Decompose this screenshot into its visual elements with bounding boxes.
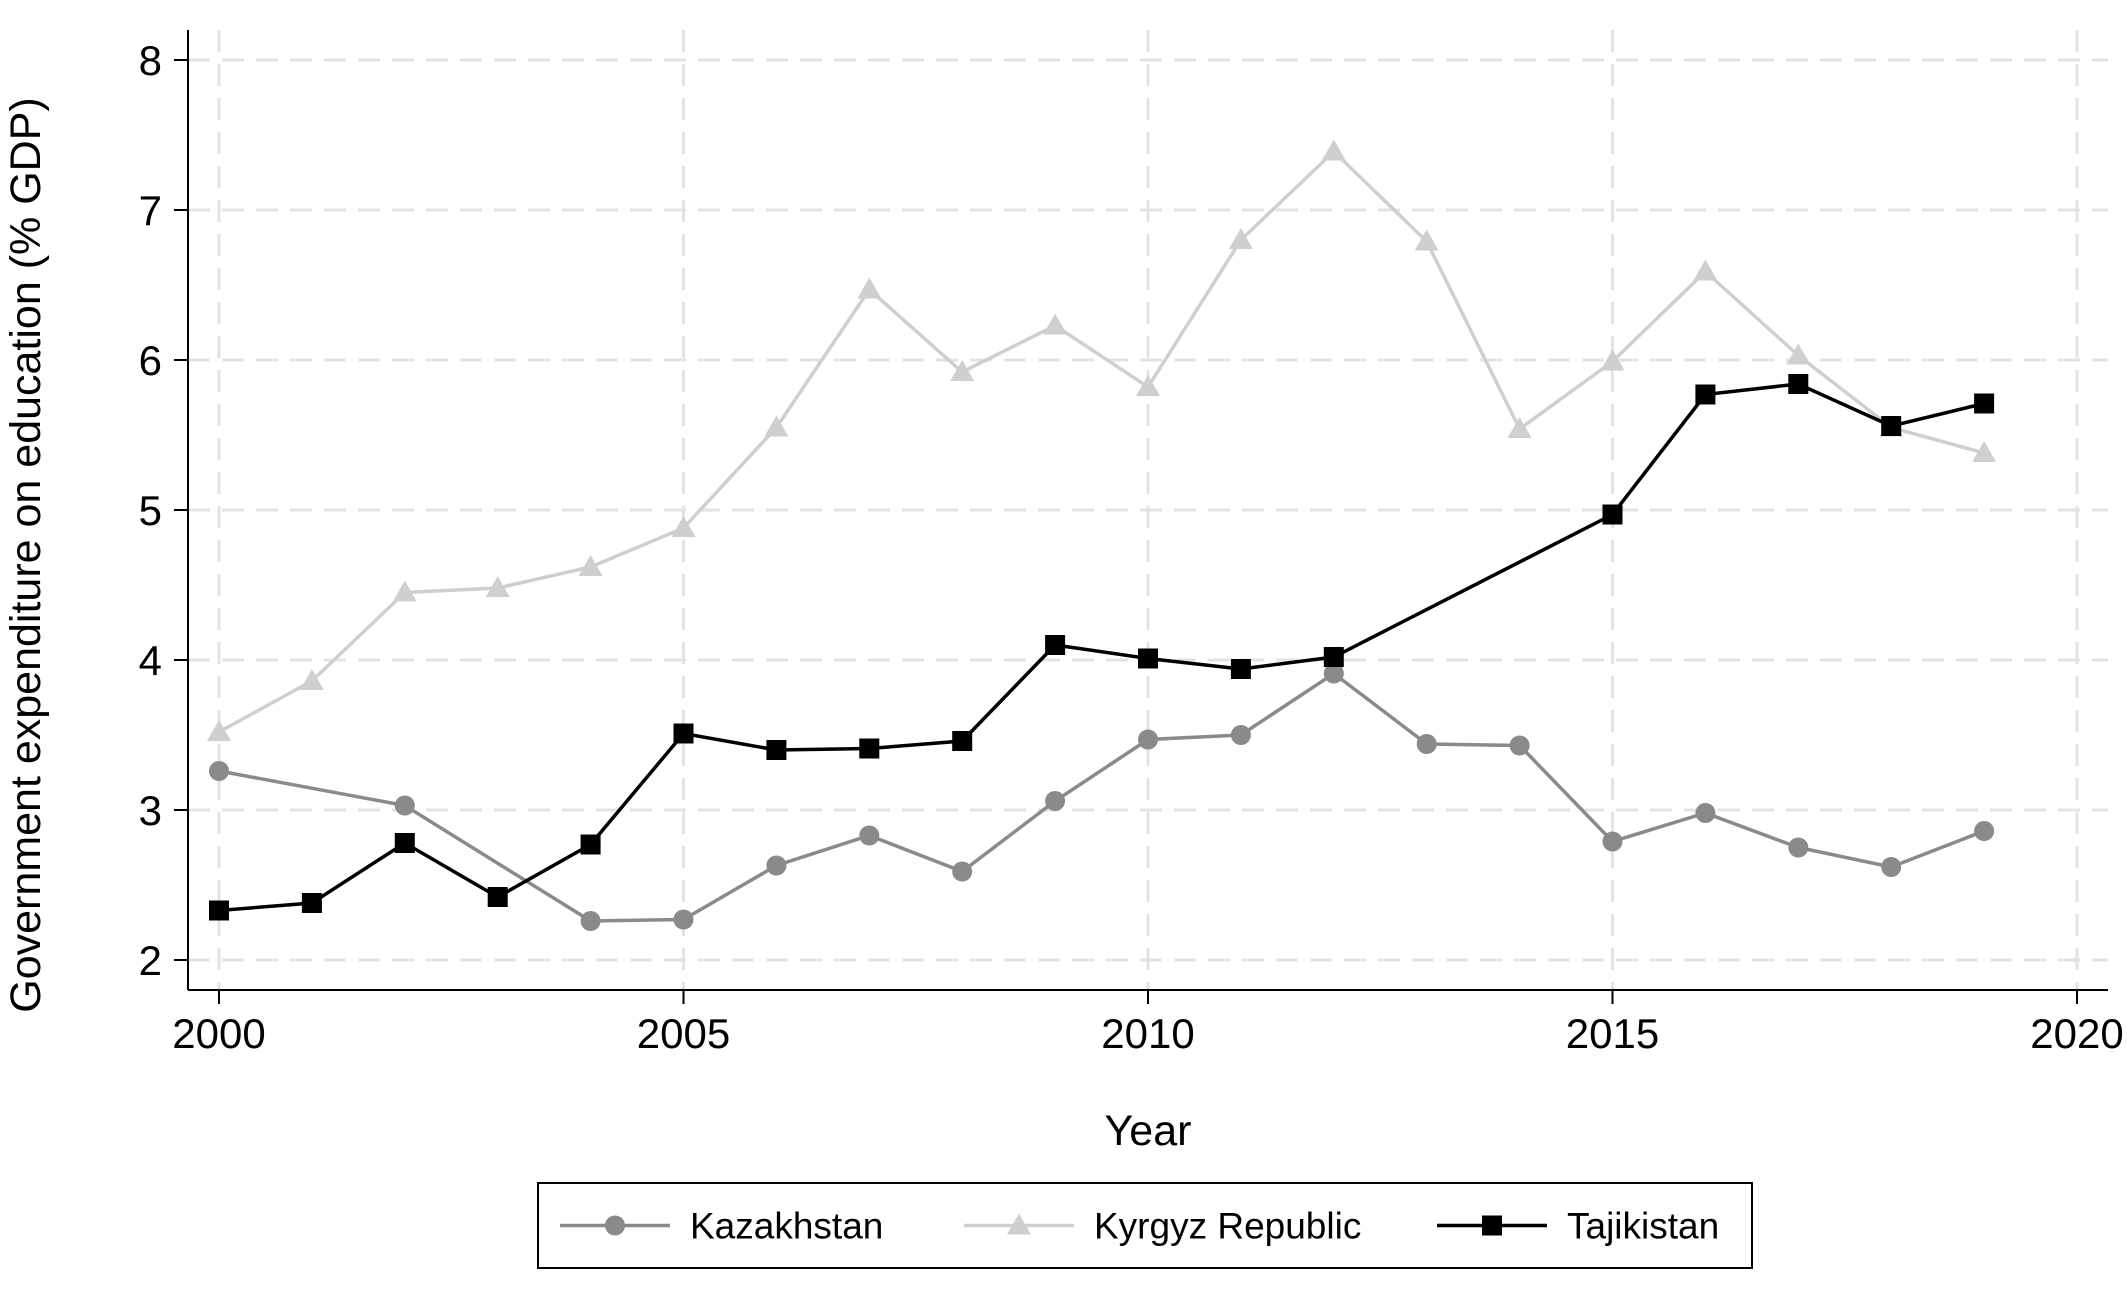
data-point-kazakhstan — [1602, 831, 1623, 852]
data-point-kyrgyz-republic — [950, 360, 975, 381]
data-point-kazakhstan — [766, 855, 787, 876]
legend-marker-tajikistan — [1482, 1215, 1502, 1236]
series-kyrgyz-republic — [207, 139, 1997, 741]
series-line-kazakhstan — [218, 671, 1985, 923]
y-tick-label: 5 — [139, 487, 162, 534]
data-point-kyrgyz-republic — [1321, 139, 1346, 161]
x-axis-title: Year — [1105, 1107, 1192, 1155]
data-point-kyrgyz-republic — [1600, 349, 1625, 371]
data-point-kazakhstan — [1323, 663, 1344, 684]
data-point-kazakhstan — [1974, 821, 1995, 841]
data-point-tajikistan — [580, 834, 601, 855]
data-point-tajikistan — [487, 887, 508, 907]
data-point-kazakhstan — [1045, 791, 1066, 811]
data-point-tajikistan — [1138, 648, 1158, 669]
data-point-kyrgyz-republic — [1136, 375, 1160, 396]
legend: Kazakhstan Kyrgyz Republic Tajikistan — [537, 1182, 1753, 1269]
y-tick-label: 2 — [139, 937, 162, 984]
data-point-kazakhstan — [1881, 857, 1902, 877]
x-tick-label: 2010 — [1101, 1010, 1194, 1057]
x-tick-label: 2000 — [172, 1010, 265, 1057]
legend-item-kazakhstan: Kazakhstan — [560, 1206, 883, 1247]
data-point-kyrgyz-republic — [764, 415, 789, 437]
data-point-kazakhstan — [580, 911, 601, 931]
data-point-kyrgyz-republic — [299, 669, 324, 690]
data-point-kazakhstan — [394, 795, 415, 816]
legend-marker-kyrgyz-republic — [1007, 1213, 1031, 1235]
data-point-kyrgyz-republic — [578, 555, 603, 576]
data-point-kazakhstan — [1788, 837, 1809, 858]
data-point-kyrgyz-republic — [392, 580, 417, 602]
legend-label-kazakhstan: Kazakhstan — [690, 1206, 883, 1247]
legend-label-tajikistan: Tajikistan — [1567, 1206, 1719, 1247]
y-tick-label: 8 — [139, 37, 162, 84]
data-point-tajikistan — [859, 738, 880, 759]
y-tick-label: 6 — [139, 337, 162, 384]
data-point-tajikistan — [1602, 504, 1623, 525]
data-point-tajikistan — [1788, 374, 1809, 394]
x-tick-label: 2020 — [2030, 1010, 2123, 1057]
data-point-kazakhstan — [1509, 735, 1530, 756]
x-tick-label: 2005 — [637, 1010, 730, 1057]
data-point-tajikistan — [1045, 635, 1066, 655]
legend-label-kyrgyz-republic: Kyrgyz Republic — [1094, 1206, 1361, 1247]
data-point-kyrgyz-republic — [1693, 259, 1718, 281]
data-point-tajikistan — [1323, 647, 1344, 667]
data-point-tajikistan — [766, 740, 787, 760]
series-kazakhstan — [209, 663, 1995, 931]
legend-item-kyrgyz-republic: Kyrgyz Republic — [964, 1206, 1361, 1247]
data-point-kazakhstan — [673, 909, 694, 930]
data-point-kyrgyz-republic — [207, 720, 231, 741]
data-point-kazakhstan — [1416, 734, 1437, 754]
data-point-kyrgyz-republic — [1043, 313, 1068, 335]
data-point-kazakhstan — [859, 825, 880, 846]
series-tajikistan — [209, 374, 1995, 921]
y-tick-label: 3 — [139, 787, 162, 834]
data-point-kyrgyz-republic — [1414, 229, 1439, 251]
data-point-kyrgyz-republic — [1786, 343, 1811, 365]
data-point-tajikistan — [209, 900, 229, 921]
data-point-tajikistan — [394, 833, 415, 853]
legend-marker-kazakhstan — [605, 1215, 625, 1236]
grid — [188, 30, 2108, 990]
series-line-tajikistan — [218, 382, 1985, 913]
series-layer — [207, 139, 1997, 931]
x-tick-label: 2015 — [1566, 1010, 1659, 1057]
data-point-kazakhstan — [1138, 729, 1158, 750]
data-point-kyrgyz-republic — [485, 576, 510, 597]
data-point-kyrgyz-republic — [1972, 441, 1997, 462]
data-point-tajikistan — [952, 731, 973, 751]
data-point-kazakhstan — [209, 761, 229, 781]
data-point-tajikistan — [1974, 393, 1995, 414]
data-point-kazakhstan — [1230, 725, 1251, 745]
y-tick-label: 4 — [139, 637, 162, 684]
data-point-tajikistan — [673, 723, 694, 744]
axes: 2 3 4 5 6 7 8 2000 2005 2010 2015 2020 — [139, 30, 2124, 1057]
data-point-tajikistan — [1230, 659, 1251, 679]
data-point-kyrgyz-republic — [857, 277, 882, 299]
data-point-tajikistan — [1695, 384, 1716, 405]
legend-box — [537, 1182, 1753, 1269]
data-point-tajikistan — [301, 893, 322, 913]
data-point-kazakhstan — [1695, 803, 1716, 823]
data-point-kazakhstan — [952, 861, 973, 882]
y-tick-label: 7 — [139, 187, 162, 234]
series-line-kyrgyz-republic — [218, 149, 1985, 734]
y-axis-title: Government expenditure on education (% G… — [2, 97, 50, 1012]
data-point-kyrgyz-republic — [1228, 228, 1253, 249]
legend-item-tajikistan: Tajikistan — [1437, 1206, 1719, 1247]
data-point-kyrgyz-republic — [1507, 417, 1532, 438]
data-point-kyrgyz-republic — [671, 516, 696, 537]
data-point-tajikistan — [1881, 416, 1902, 436]
